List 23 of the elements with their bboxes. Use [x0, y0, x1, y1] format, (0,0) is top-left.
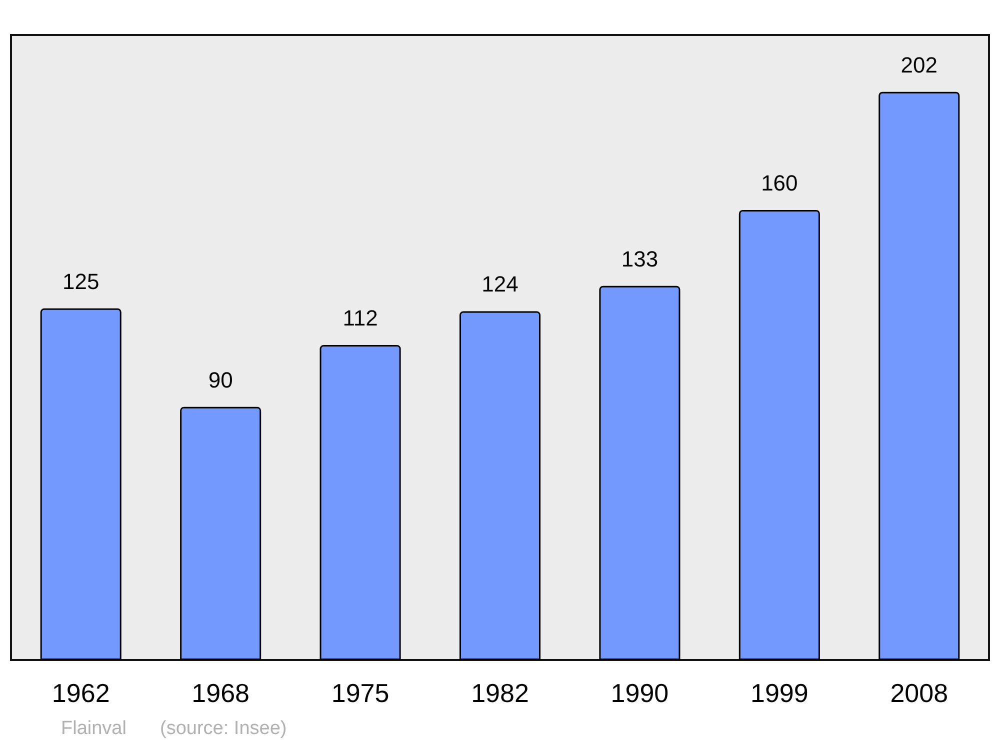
bar [878, 92, 960, 660]
bar [459, 311, 541, 660]
x-tick-label: 1968 [192, 678, 250, 708]
x-tick-label: 1999 [750, 678, 808, 708]
data-label: 112 [342, 305, 378, 330]
data-label: 90 [208, 367, 233, 392]
x-tick-label: 1990 [610, 678, 669, 708]
bar [180, 406, 262, 660]
data-label: 202 [900, 52, 938, 78]
x-tick-label: 1982 [471, 678, 529, 708]
data-label: 133 [621, 246, 658, 272]
x-tick-label: 2008 [890, 678, 948, 708]
data-label: 125 [62, 268, 100, 294]
x-tick-label: 1962 [52, 678, 110, 708]
data-label: 124 [482, 272, 518, 297]
bar [599, 286, 680, 660]
bar [40, 308, 122, 660]
bar [738, 210, 820, 660]
text: (source: Insee) [160, 718, 287, 739]
data-label: 160 [761, 170, 798, 196]
x-tick-label: 1975 [331, 678, 390, 708]
bar [320, 344, 401, 660]
text: Flainval [61, 718, 126, 739]
